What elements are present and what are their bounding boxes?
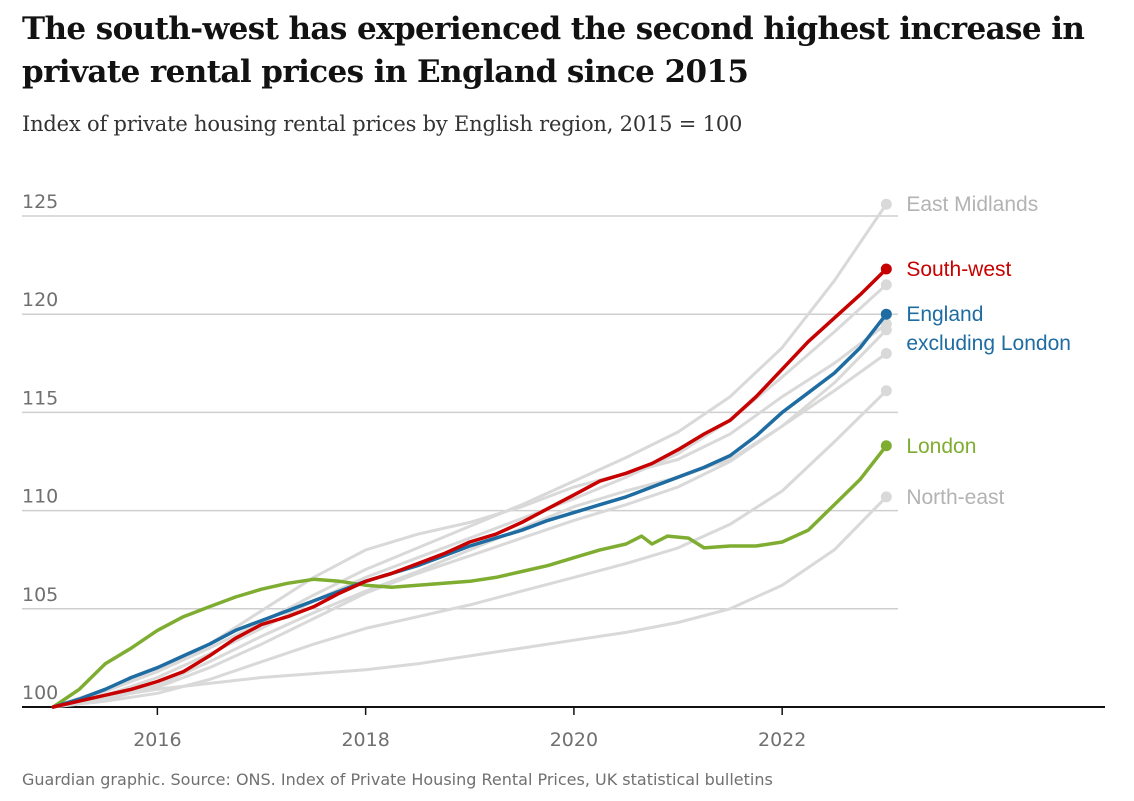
y-tick-label-110: 110 bbox=[22, 486, 58, 508]
series-end-dot-england-excluding-london bbox=[880, 308, 892, 320]
series-line-south-west bbox=[51, 267, 889, 709]
series-end-dot-region-2 bbox=[880, 279, 892, 291]
series-end-dot-north-east bbox=[880, 491, 892, 503]
series-label-south-west: South-west bbox=[906, 258, 1011, 281]
x-axis: 2016 2018 2020 2022 bbox=[22, 706, 1105, 751]
series-end-dot-south-west bbox=[880, 263, 892, 275]
y-tick-label-105: 105 bbox=[22, 584, 58, 606]
series-label-north-east: North-east bbox=[906, 486, 1004, 509]
series-line-london bbox=[51, 444, 889, 709]
series-end-dot-east-midlands bbox=[880, 198, 892, 210]
x-tick-label-2016: 2016 bbox=[133, 729, 181, 751]
x-tick-label-2018: 2018 bbox=[341, 729, 389, 751]
series-lines bbox=[51, 198, 892, 709]
gridlines bbox=[22, 215, 898, 610]
series-line-england-excluding-london bbox=[51, 312, 889, 709]
series-end-dot-london bbox=[880, 440, 892, 452]
series-label-england-excluding-london-line2: excluding London bbox=[906, 332, 1071, 355]
chart-subtitle: Index of private housing rental prices b… bbox=[22, 112, 743, 136]
chart-title: The south-west has experienced the secon… bbox=[22, 11, 1085, 90]
series-line-region-6 bbox=[51, 328, 888, 709]
series-line-north-east bbox=[51, 495, 888, 709]
y-tick-label-115: 115 bbox=[22, 387, 58, 409]
y-tick-label-125: 125 bbox=[22, 191, 58, 213]
series-line-east-midlands bbox=[51, 202, 888, 709]
series-line-region-4 bbox=[51, 352, 888, 709]
y-tick-label-100: 100 bbox=[22, 682, 58, 704]
series-end-dot-region-4 bbox=[880, 347, 892, 359]
series-label-england-excluding-london-line1: England bbox=[906, 303, 983, 326]
x-tick-label-2020: 2020 bbox=[550, 729, 598, 751]
series-line-region-2 bbox=[51, 283, 888, 709]
series-label-london: London bbox=[906, 435, 976, 458]
y-axis-labels: 100 105 110 115 120 125 bbox=[22, 191, 58, 704]
series-end-dot-region-5 bbox=[880, 385, 892, 397]
y-tick-label-120: 120 bbox=[22, 289, 58, 311]
x-tick-label-2022: 2022 bbox=[758, 729, 806, 751]
series-line-region-3 bbox=[51, 322, 888, 709]
series-label-east-midlands: East Midlands bbox=[906, 193, 1038, 216]
source-note: Guardian graphic. Source: ONS. Index of … bbox=[22, 770, 773, 789]
series-end-labels: East Midlands North-east London England excl… bbox=[906, 193, 1071, 509]
series-end-dot-region-6 bbox=[880, 324, 892, 336]
